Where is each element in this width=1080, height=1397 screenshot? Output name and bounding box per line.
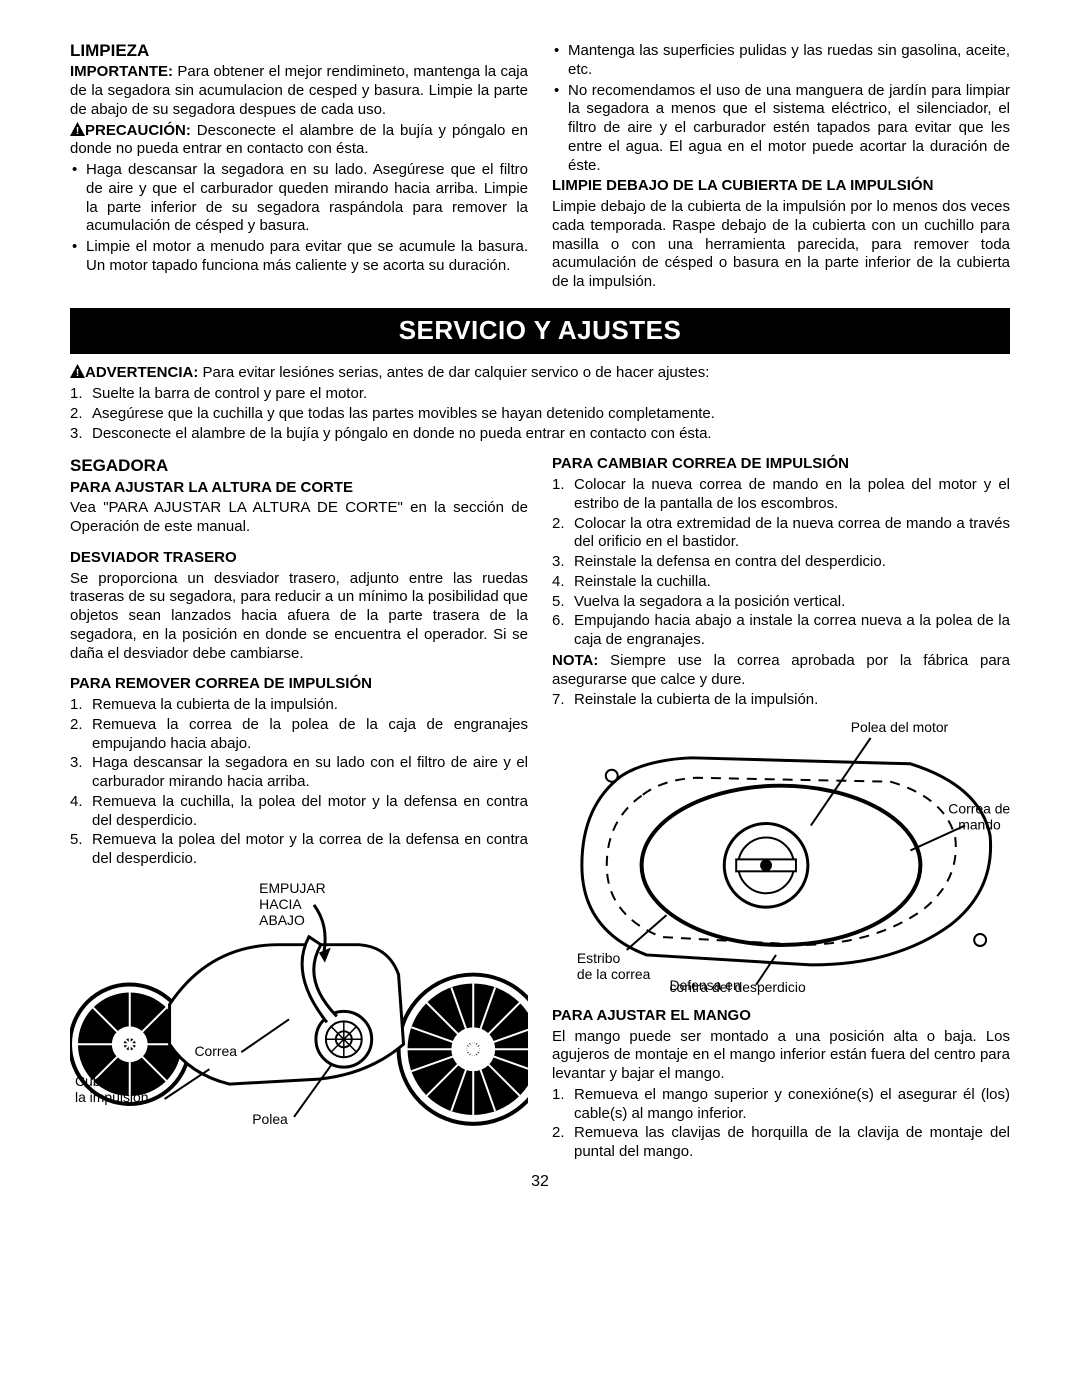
list-item: Remueva la cubierta de la impulsión.	[92, 696, 528, 715]
page-number: 32	[70, 1172, 1010, 1192]
list-item: Empujando hacia abajo a instale la corre…	[574, 612, 1010, 650]
list-item: Colocar la nueva correa de mando en la p…	[574, 476, 1010, 514]
list-item: Reinstale la defensa en contra del despe…	[574, 553, 1010, 572]
fig-label: Polea	[252, 1111, 288, 1127]
cambiar-correa-list: Colocar la nueva correa de mando en la p…	[552, 476, 1010, 650]
list-item: No recomendamos el uso de una manguera d…	[568, 82, 1010, 176]
importante-label: IMPORTANTE:	[70, 63, 173, 80]
list-item: Haga descansar la segadora en su lado co…	[92, 754, 528, 792]
importante-para: IMPORTANTE: Para obtener el mejor rendim…	[70, 63, 528, 119]
sub-cambiar-correa: PARA CAMBIAR CORREA DE IMPULSIÓN	[552, 455, 1010, 474]
top-left-col: LIMPIEZA IMPORTANTE: Para obtener el mej…	[70, 40, 528, 294]
list-item: Mantenga las superficies pulidas y las r…	[568, 42, 1010, 80]
fig-label: mando	[958, 817, 1001, 833]
svg-text:!: !	[76, 368, 79, 378]
advertencia-para: ! ADVERTENCIA: Para evitar lesiónes seri…	[70, 364, 1010, 383]
top-right-col: Mantenga las superficies pulidas y las r…	[552, 40, 1010, 294]
list-item: Reinstale la cuchilla.	[574, 573, 1010, 592]
fig-label: Polea del motor	[851, 719, 949, 735]
sub-desviador: DESVIADOR TRASERO	[70, 549, 528, 568]
fig-label: HACIA	[259, 896, 302, 912]
list-item: Haga descansar la segadora en su lado. A…	[86, 161, 528, 236]
fig-label: la impulsion	[75, 1089, 149, 1105]
list-item: Remueva la correa de la polea de la caja…	[92, 716, 528, 754]
list-item-7: Reinstale la cubierta de la impulsión.	[552, 691, 1010, 710]
fig-label: Cubierta de	[75, 1073, 147, 1089]
list-item: Remueva la polea del motor y la correa d…	[92, 831, 528, 869]
ajustar-altura-text: Vea "PARA AJUSTAR LA ALTURA DE CORTE" en…	[70, 499, 528, 537]
bottom-right-col: PARA CAMBIAR CORREA DE IMPULSIÓN Colocar…	[552, 455, 1010, 1164]
ajustar-mango-text: El mango puede ser montado a una posició…	[552, 1028, 1010, 1084]
advertencia-label: ADVERTENCIA:	[85, 364, 198, 381]
figure-belt-pulley: Polea del motor Correa de mando Estribo …	[552, 716, 1010, 995]
nota-text: Siempre use la correa aprobada por la fá…	[552, 652, 1010, 688]
fig-label: de la correa	[577, 966, 651, 982]
limpieza-bullets-right: Mantenga las superficies pulidas y las r…	[552, 42, 1010, 175]
precaucion-para: ! PRECAUCIÓN: Desconecte el alambre de l…	[70, 122, 528, 160]
list-item: Remueva el mango superior y conexióne(s)…	[574, 1086, 1010, 1124]
fig-label: Estribo	[577, 950, 621, 966]
precaucion-label: PRECAUCIÓN:	[85, 122, 191, 139]
fig-label: ABAJO	[259, 912, 305, 928]
desviador-text: Se proporciona un desviador trasero, adj…	[70, 570, 528, 664]
warning-triangle-icon: !	[70, 364, 85, 378]
heading-segadora: SEGADORA	[70, 455, 528, 476]
heading-limpieza: LIMPIEZA	[70, 40, 528, 61]
top-columns: LIMPIEZA IMPORTANTE: Para obtener el mej…	[70, 40, 1010, 294]
section-banner-servicio: SERVICIO Y AJUSTES	[70, 308, 1010, 355]
fig-label: contra del desperdicio	[669, 979, 805, 995]
ajustar-mango-list: Remueva el mango superior y conexióne(s)…	[552, 1086, 1010, 1162]
limpieza-bullets: Haga descansar la segadora en su lado. A…	[70, 161, 528, 276]
list-item: Limpie el motor a menudo para evitar que…	[86, 238, 528, 276]
remover-correa-list: Remueva la cubierta de la impulsión. Rem…	[70, 696, 528, 869]
list-item: Asegúrese que la cuchilla y que todas la…	[92, 405, 1010, 424]
sub-remover-correa: PARA REMOVER CORREA DE IMPULSIÓN	[70, 675, 528, 694]
limpie-debajo-heading: LIMPIE DEBAJO DE LA CUBIERTA DE LA IMPUL…	[552, 177, 1010, 196]
limpie-debajo-text: Limpie debajo de la cubierta de la impul…	[552, 198, 1010, 292]
sub-ajustar-altura: PARA AJUSTAR LA ALTURA DE CORTE	[70, 479, 528, 498]
nota-label: NOTA:	[552, 652, 598, 669]
nota-para: NOTA: Siempre use la correa aprobada por…	[552, 652, 1010, 690]
list-item: Vuelva la segadora a la posición vertica…	[574, 593, 1010, 612]
figure-drive-cover: EMPUJAR HACIA ABAJO Correa Cubierta de l…	[70, 875, 528, 1134]
list-item: Suelte la barra de control y pare el mot…	[92, 385, 1010, 404]
fig-label: Correa de	[948, 801, 1010, 817]
svg-text:!: !	[76, 126, 79, 136]
advertencia-text: Para evitar lesiónes serias, antes de da…	[198, 364, 709, 381]
list-item: Desconecte el alambre de la bujía y póng…	[92, 425, 1010, 444]
list-item: Remueva las clavijas de horquilla de la …	[574, 1124, 1010, 1162]
warning-triangle-icon: !	[70, 122, 85, 136]
list-item: Remueva la cuchilla, la polea del motor …	[92, 793, 528, 831]
bottom-columns: SEGADORA PARA AJUSTAR LA ALTURA DE CORTE…	[70, 455, 1010, 1164]
sub-ajustar-mango: PARA AJUSTAR EL MANGO	[552, 1007, 1010, 1026]
bottom-left-col: SEGADORA PARA AJUSTAR LA ALTURA DE CORTE…	[70, 455, 528, 1164]
fig-label: Correa	[194, 1043, 237, 1059]
list-item: Colocar la otra extremidad de la nueva c…	[574, 515, 1010, 553]
advertencia-list: Suelte la barra de control y pare el mot…	[70, 385, 1010, 443]
fig-label: EMPUJAR	[259, 880, 326, 896]
